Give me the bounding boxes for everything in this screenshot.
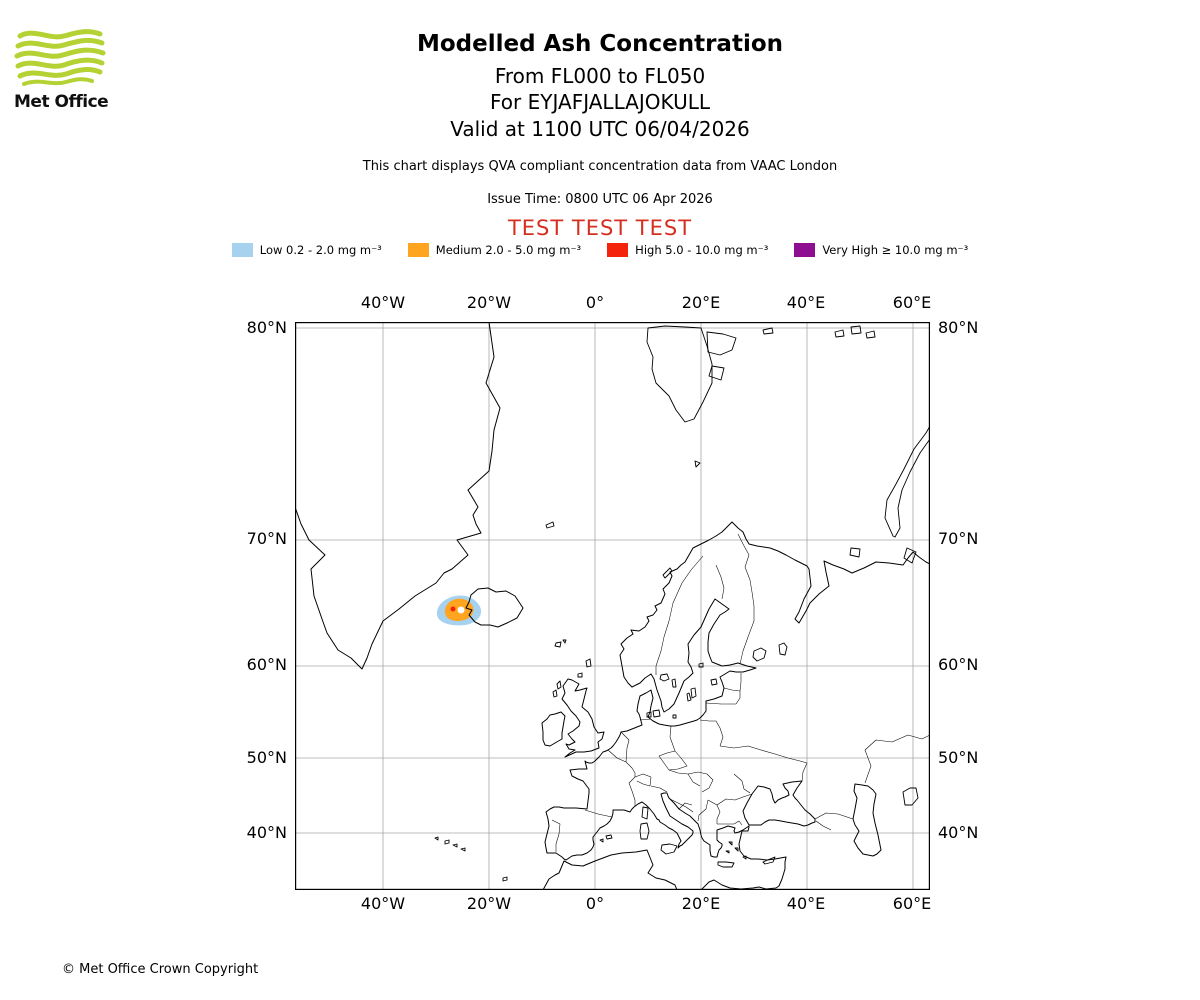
coast-azores-madeira <box>434 836 508 882</box>
coast-great-britain <box>561 678 605 758</box>
legend-label-low: Low 0.2 - 2.0 mg m⁻³ <box>259 243 382 257</box>
volcano-line: For EYJAFJALLAJOKULL <box>490 90 710 114</box>
coast-med-islands <box>599 806 776 868</box>
coast-ireland <box>541 711 566 747</box>
legend-swatch-medium <box>407 243 429 257</box>
lon-label-bottom: 40°E <box>786 894 826 913</box>
ash-contour-high <box>450 606 456 612</box>
lon-label-bottom: 20°W <box>466 894 512 913</box>
legend-item-very-high: Very High ≥ 10.0 mg m⁻³ <box>794 243 968 257</box>
lon-label-bottom: 20°E <box>681 894 721 913</box>
coast-svalbard <box>646 325 713 423</box>
lat-label-left: 50°N <box>246 748 287 767</box>
ash-plume <box>437 595 482 626</box>
lat-label-left: 40°N <box>246 823 287 842</box>
legend-label-high: High 5.0 - 10.0 mg m⁻³ <box>635 243 769 257</box>
lon-label-top: 0° <box>585 293 605 312</box>
legend-swatch-high <box>607 243 629 257</box>
page-title: Modelled Ash Concentration <box>416 31 784 57</box>
lat-label-left: 60°N <box>246 655 287 674</box>
legend-item-high: High 5.0 - 10.0 mg m⁻³ <box>607 243 768 257</box>
lat-label-right: 60°N <box>938 655 979 674</box>
flight-levels-line: From FL000 to FL050 <box>494 64 706 88</box>
coast-scottish-isles <box>552 658 592 698</box>
ash-plume-eye <box>457 606 465 614</box>
gridlines <box>295 322 930 890</box>
lon-label-top: 20°W <box>466 293 512 312</box>
legend: Low 0.2 - 2.0 mg m⁻³ Medium 2.0 - 5.0 mg… <box>0 243 1200 257</box>
legend-label-very-high: Very High ≥ 10.0 mg m⁻³ <box>822 243 969 257</box>
coast-faroes <box>554 639 567 648</box>
met-office-logo <box>14 27 106 89</box>
coastlines <box>294 321 931 891</box>
test-banner: TEST TEST TEST <box>507 216 693 240</box>
lat-label-left: 80°N <box>246 318 287 337</box>
coast-europe-main <box>544 598 757 861</box>
lon-label-bottom: 0° <box>585 894 605 913</box>
coast-black-sea <box>742 780 816 827</box>
coast-scandinavia-arctic <box>619 521 931 688</box>
coast-north-africa <box>542 849 678 891</box>
coast-novaya-zemlya <box>884 425 931 538</box>
lat-label-right: 80°N <box>938 318 979 337</box>
coast-aral <box>902 787 919 806</box>
lon-label-top: 40°W <box>360 293 406 312</box>
coast-franz-josef <box>834 325 876 339</box>
legend-label-medium: Medium 2.0 - 5.0 mg m⁻³ <box>435 243 582 257</box>
legend-item-medium: Medium 2.0 - 5.0 mg m⁻³ <box>407 243 582 257</box>
lat-label-left: 70°N <box>246 529 287 548</box>
country-borders <box>551 533 931 852</box>
lon-label-bottom: 60°E <box>892 894 932 913</box>
coast-greenland <box>294 321 501 670</box>
map-border <box>295 322 930 890</box>
lat-label-right: 70°N <box>938 529 979 548</box>
map-area <box>294 321 931 891</box>
coast-baltic-islands <box>646 662 718 719</box>
issue-time: Issue Time: 0800 UTC 06 Apr 2026 <box>487 192 713 207</box>
coast-caspian <box>852 783 882 857</box>
coast-bear-island <box>694 460 701 468</box>
qva-note: This chart displays QVA compliant concen… <box>362 159 838 174</box>
legend-item-low: Low 0.2 - 2.0 mg m⁻³ <box>231 243 382 257</box>
logo-waves-icon <box>14 29 106 86</box>
coast-iceland <box>465 587 524 628</box>
lon-label-top: 60°E <box>892 293 932 312</box>
lon-label-bottom: 40°W <box>360 894 406 913</box>
logo-wordmark: Met Office <box>14 92 109 112</box>
coast-jan-mayen <box>545 521 555 529</box>
lat-label-right: 40°N <box>938 823 979 842</box>
coast-lofoten <box>662 567 673 579</box>
lakes <box>659 642 788 688</box>
lon-label-top: 20°E <box>681 293 721 312</box>
map-canvas <box>294 321 931 891</box>
legend-swatch-low <box>231 243 253 257</box>
legend-swatch-very-high <box>794 243 816 257</box>
coast-levant-anatolia <box>700 826 787 891</box>
lat-label-right: 50°N <box>938 748 979 767</box>
valid-time-line: Valid at 1100 UTC 06/04/2026 <box>450 117 750 141</box>
lon-label-top: 40°E <box>786 293 826 312</box>
copyright-notice: © Met Office Crown Copyright <box>62 962 259 977</box>
